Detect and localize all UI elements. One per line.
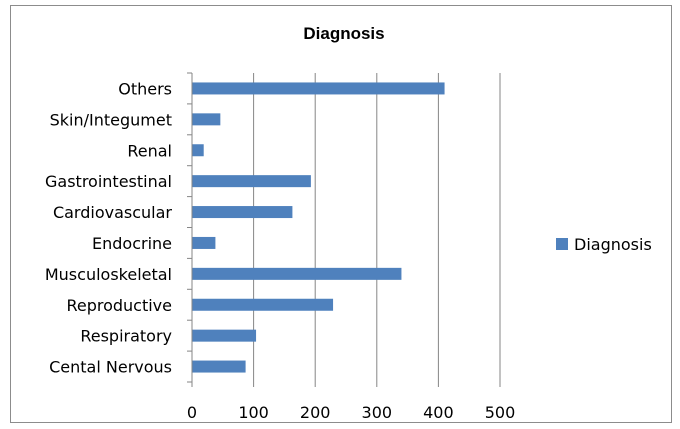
bar <box>192 144 204 157</box>
chart-title: Diagnosis <box>303 24 384 43</box>
value-axis: 0 100 200 300 400 500 <box>187 403 515 422</box>
bar <box>192 360 246 373</box>
bars <box>192 82 445 373</box>
legend: Diagnosis <box>556 235 652 254</box>
category-label: Respiratory <box>80 327 172 346</box>
bar <box>192 82 445 95</box>
gridlines <box>253 73 501 387</box>
category-label: Others <box>118 79 172 98</box>
bar <box>192 113 221 126</box>
category-axis: Cental Nervous Respiratory Reproductive Mus… <box>45 72 193 387</box>
bar <box>192 329 257 342</box>
category-label: Cardiovascular <box>53 203 172 222</box>
bar <box>192 267 402 280</box>
category-label: Gastrointestinal <box>45 172 172 191</box>
category-label: Endocrine <box>92 234 172 253</box>
x-tick-label: 0 <box>187 403 197 422</box>
legend-swatch <box>556 238 568 250</box>
x-tick-label: 300 <box>362 403 393 422</box>
category-label: Renal <box>127 141 172 160</box>
x-tick-label: 200 <box>300 403 331 422</box>
category-label: Skin/Integumet <box>50 110 172 129</box>
x-tick-label: 500 <box>485 403 516 422</box>
bar <box>192 206 293 219</box>
bar <box>192 236 216 249</box>
category-label: Musculoskeletal <box>45 265 172 284</box>
chart-frame <box>10 5 672 423</box>
category-label: Reproductive <box>66 296 172 315</box>
category-label: Cental Nervous <box>49 358 172 377</box>
legend-label: Diagnosis <box>574 235 652 254</box>
bar <box>192 175 311 188</box>
bar <box>192 298 334 311</box>
x-tick-label: 100 <box>238 403 269 422</box>
x-tick-label: 400 <box>423 403 454 422</box>
